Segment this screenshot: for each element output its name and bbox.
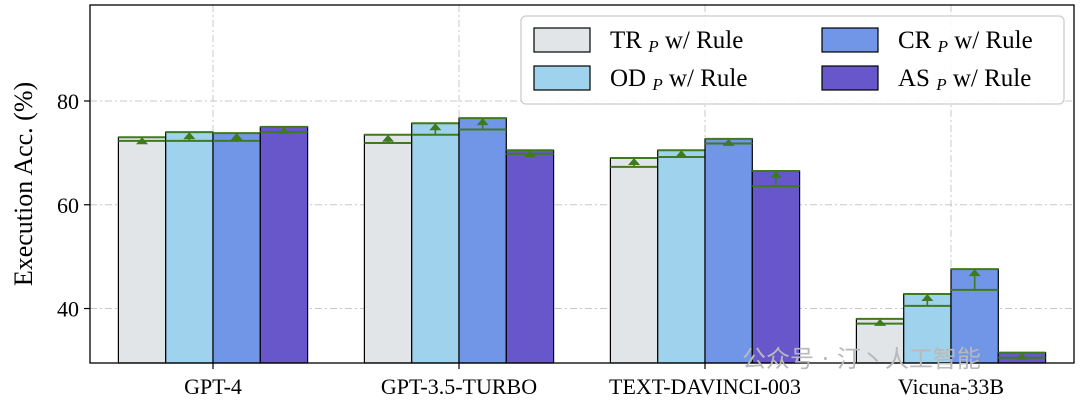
x-tick-label: GPT-4 (184, 374, 242, 399)
rule-arrow-head (429, 123, 442, 131)
rule-arrow-head (968, 269, 981, 277)
x-tick-labels: GPT-4 GPT-3.5-TURBO TEXT-DAVINCI-003 Vicuna… (184, 363, 1004, 399)
y-ticks: 40 60 80 (57, 89, 90, 322)
rule-arrow-head (183, 132, 196, 140)
legend-swatch-tr (533, 27, 591, 53)
legend-label-cr: CR P w/ Rule (898, 27, 1033, 56)
legend-label-as: AS P w/ Rule (898, 65, 1031, 94)
rule-arrow-head (523, 150, 536, 158)
rule-arrow-head (136, 137, 149, 145)
bar-od (411, 122, 460, 364)
rule-arrow-head (476, 118, 489, 126)
bar-tr (609, 157, 659, 364)
legend-swatch-cr (821, 27, 879, 53)
bar-cr (458, 117, 507, 364)
rule-arrow-head (1015, 352, 1028, 360)
legend-swatch-as (821, 65, 879, 91)
rule-arrow-head (874, 318, 887, 326)
legend-swatch-od (533, 65, 591, 91)
watermark: 公众号 · 汀丶人工智能 (742, 345, 981, 373)
bars (117, 117, 1047, 364)
x-tick-label: TEXT-DAVINCI-003 (609, 374, 801, 399)
rule-arrow-head (382, 134, 395, 142)
bar-tr (363, 134, 413, 364)
bar-as (259, 126, 309, 364)
bar-cr (212, 132, 261, 364)
y-tick-label: 80 (57, 89, 79, 114)
legend-box (520, 15, 1065, 105)
legend: TR P w/ Rule CR P w/ Rule OD P w/ Rule AS P… (520, 15, 1065, 105)
bar-tr (855, 318, 905, 364)
y-axis-title: Execution Acc. (%) (9, 82, 38, 286)
legend-label-tr: TR P w/ Rule (610, 27, 743, 56)
x-tick-label: Vicuna-33B (898, 374, 1004, 399)
bar-od (657, 149, 706, 364)
bar-as (505, 149, 555, 364)
bar-od (165, 131, 214, 364)
rule-arrow-head (921, 293, 934, 301)
legend-label-od: OD P w/ Rule (610, 65, 747, 94)
rule-arrow-head (230, 133, 243, 141)
y-tick-label: 60 (57, 193, 79, 218)
rule-arrow-head (722, 138, 735, 146)
bar-as (751, 170, 801, 364)
bar-tr (117, 136, 167, 364)
x-tick-label: GPT-3.5-TURBO (381, 374, 537, 399)
rule-arrow-head (769, 171, 782, 179)
bar-cr (704, 138, 753, 364)
rule-arrow-head (628, 158, 641, 166)
y-tick-label: 40 (57, 297, 79, 322)
rule-arrow-head (675, 150, 688, 158)
rule-arrow-head (277, 126, 290, 134)
plot-frame (89, 4, 1075, 364)
